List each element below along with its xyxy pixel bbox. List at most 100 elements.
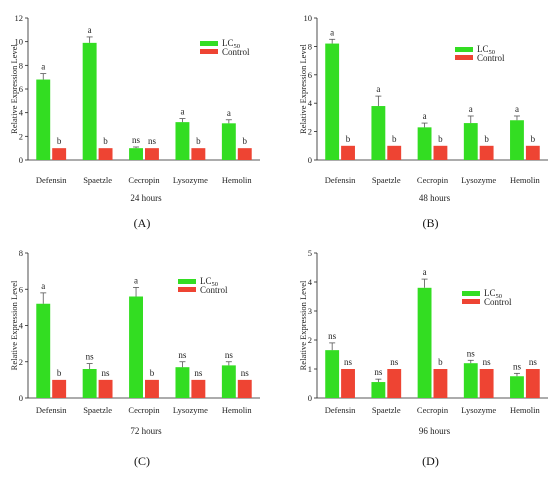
bar-control-defensin — [52, 379, 67, 398]
bar-control-defensin — [52, 148, 67, 160]
significance-label: ns — [374, 367, 383, 377]
y-tick-label: 4 — [308, 98, 313, 108]
category-label: Lysozyme — [461, 405, 496, 415]
significance-label: a — [515, 104, 519, 114]
y-tick-label: 10 — [304, 13, 313, 23]
significance-label: a — [330, 27, 334, 37]
bar-lc50-defensin — [325, 43, 340, 161]
legend-swatch-lc50 — [455, 47, 473, 52]
y-tick-label: 8 — [19, 248, 23, 258]
bar-control-spaetzle — [98, 379, 113, 398]
category-label: Spaetzle — [83, 175, 112, 185]
significance-label: ns — [483, 357, 492, 367]
significance-label: b — [392, 134, 397, 144]
y-tick-label: 6 — [19, 84, 23, 94]
significance-label: a — [41, 281, 45, 291]
category-label: Hemolin — [222, 175, 252, 185]
y-tick-label: 6 — [308, 70, 312, 80]
y-tick-label: 2 — [19, 131, 23, 141]
bar-control-hemolin — [525, 145, 540, 160]
category-label: Cecropin — [128, 405, 160, 415]
significance-label: ns — [225, 350, 234, 360]
bar-lc50-lysozyme — [175, 122, 190, 160]
significance-label: ns — [467, 348, 476, 358]
category-label: Lysozyme — [173, 405, 208, 415]
bar-control-hemolin — [525, 369, 540, 398]
significance-label: ns — [241, 368, 250, 378]
bar-control-lysozyme — [479, 145, 494, 160]
category-label: Defensin — [325, 175, 356, 185]
bar-lc50-defensin — [36, 303, 51, 398]
y-tick-label: 4 — [19, 321, 24, 331]
legend-label-control: Control — [484, 297, 512, 307]
bar-control-hemolin — [237, 148, 252, 160]
bar-lc50-defensin — [36, 79, 51, 160]
significance-label: b — [531, 134, 536, 144]
y-tick-label: 2 — [308, 127, 312, 137]
bar-control-spaetzle — [387, 145, 402, 160]
legend-label-control: Control — [200, 285, 228, 295]
panel-label: (C) — [134, 454, 150, 468]
time-label: 72 hours — [130, 426, 162, 436]
bar-control-defensin — [341, 369, 355, 398]
bar-control-lysozyme — [479, 369, 494, 398]
bar-control-cecropin — [145, 148, 159, 160]
significance-label: b — [57, 136, 62, 146]
category-label: Spaetzle — [372, 175, 401, 185]
y-tick-label: 8 — [308, 41, 312, 51]
bar-control-cecropin — [433, 145, 448, 160]
category-label: Cecropin — [128, 175, 160, 185]
legend-swatch-lc50 — [178, 279, 196, 284]
significance-label: a — [88, 25, 92, 35]
bar-control-spaetzle — [387, 369, 402, 398]
significance-label: ns — [344, 357, 353, 367]
significance-label: ns — [132, 135, 141, 145]
category-label: Cecropin — [417, 405, 449, 415]
category-label: Hemolin — [510, 405, 540, 415]
y-tick-label: 1 — [308, 364, 312, 374]
significance-label: b — [438, 134, 443, 144]
bar-control-lysozyme — [191, 379, 206, 398]
significance-label: b — [150, 368, 155, 378]
significance-label: ns — [529, 357, 538, 367]
y-tick-label: 0 — [19, 155, 23, 165]
bar-lc50-cecropin — [129, 296, 143, 398]
y-tick-label: 4 — [308, 277, 313, 287]
time-label: 48 hours — [419, 193, 451, 203]
y-axis-label: Relative Expression Level — [298, 44, 308, 134]
significance-label: b — [57, 368, 62, 378]
significance-label: ns — [390, 357, 399, 367]
y-tick-label: 12 — [15, 13, 24, 23]
category-label: Hemolin — [222, 405, 252, 415]
bar-lc50-spaetzle — [82, 369, 97, 398]
y-axis-label: Relative Expression Level — [298, 280, 308, 370]
bar-lc50-hemolin — [221, 123, 236, 160]
y-tick-label: 0 — [308, 393, 312, 403]
category-label: Defensin — [325, 405, 356, 415]
significance-label: a — [423, 267, 427, 277]
significance-label: a — [469, 104, 473, 114]
category-label: Lysozyme — [173, 175, 208, 185]
significance-label: ns — [328, 331, 337, 341]
bar-lc50-cecropin — [417, 127, 432, 160]
significance-label: a — [41, 62, 45, 72]
bar-control-defensin — [341, 145, 355, 160]
significance-label: a — [376, 84, 380, 94]
significance-label: b — [243, 136, 248, 146]
bar-lc50-spaetzle — [82, 42, 97, 160]
legend-swatch-lc50 — [200, 41, 218, 46]
legend-label-control: Control — [222, 47, 250, 57]
significance-label: b — [196, 136, 201, 146]
legend-swatch-control — [462, 299, 480, 304]
significance-label: b — [438, 357, 443, 367]
significance-label: a — [227, 108, 231, 118]
category-label: Lysozyme — [461, 175, 496, 185]
legend-label-control: Control — [477, 53, 505, 63]
bar-lc50-defensin — [325, 350, 340, 398]
y-tick-label: 6 — [19, 284, 23, 294]
category-label: Cecropin — [417, 175, 449, 185]
bar-lc50-hemolin — [510, 376, 524, 398]
y-axis-label: Relative Expression Level — [9, 44, 19, 134]
